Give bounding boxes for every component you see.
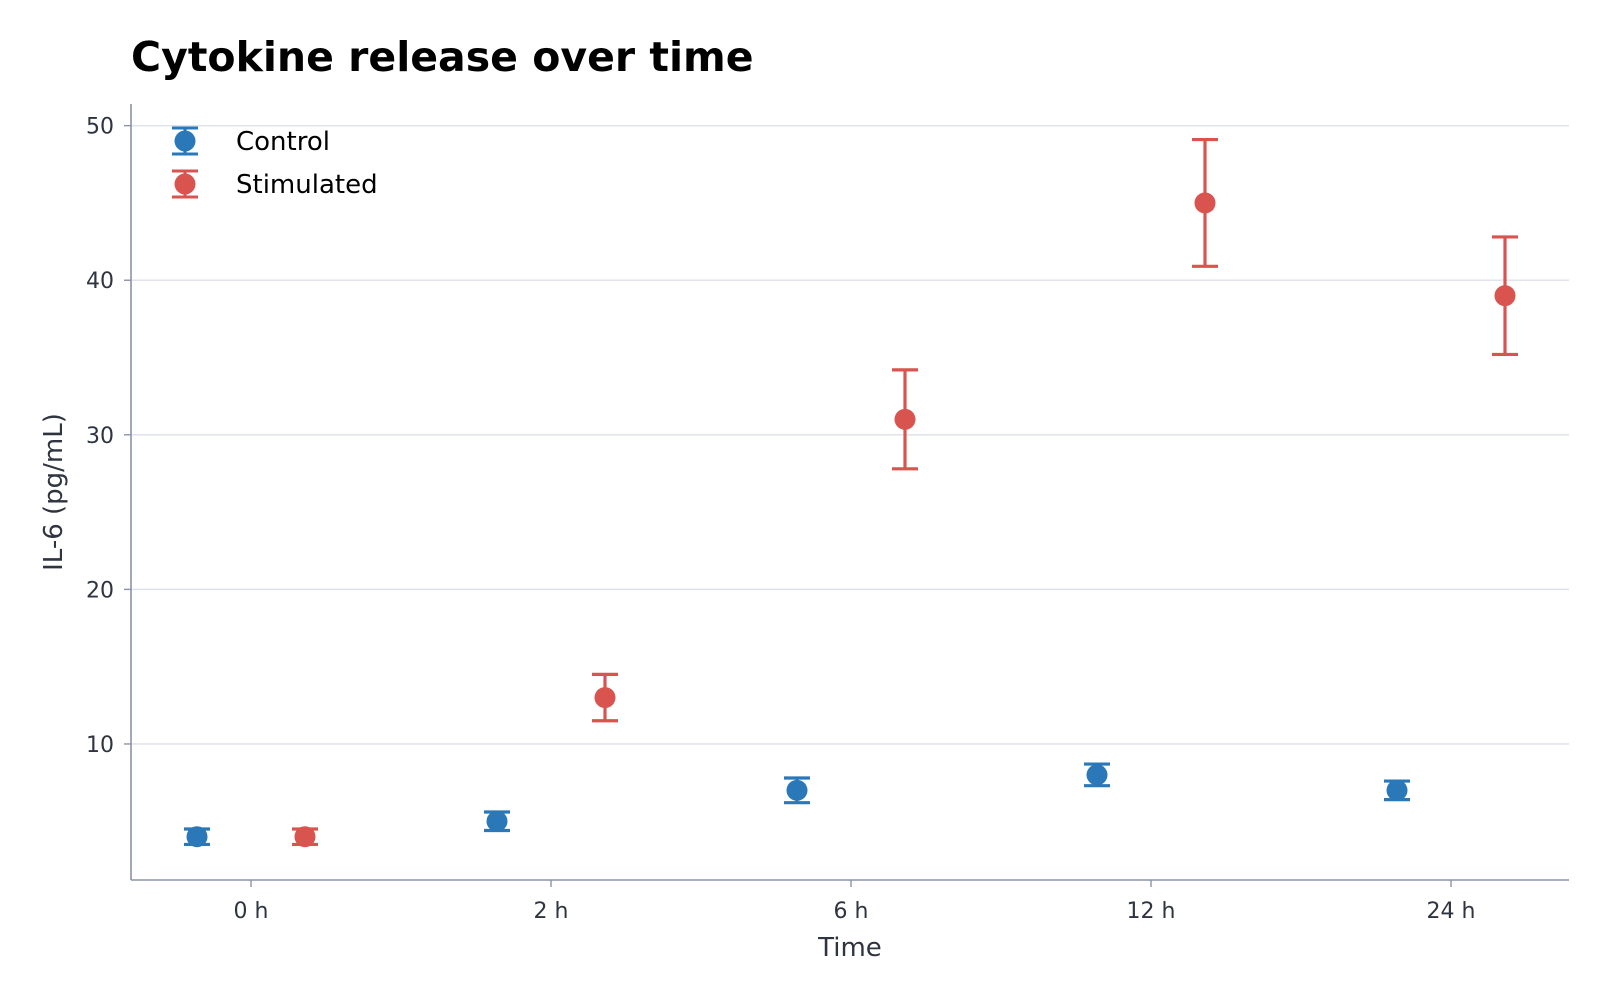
y-tick-label: 40 xyxy=(86,269,114,294)
x-tick-label: 24 h xyxy=(1427,899,1476,924)
data-point xyxy=(294,826,316,848)
data-point xyxy=(1386,779,1408,801)
legend-item-control: Control xyxy=(172,126,330,157)
y-tick-label: 50 xyxy=(86,115,114,140)
y-tick-label: 10 xyxy=(86,733,114,758)
legend: Control Stimulated xyxy=(172,126,378,200)
y-tick-label: 30 xyxy=(86,424,114,449)
y-ticks: 10 20 30 40 50 xyxy=(86,115,131,758)
axes xyxy=(130,104,1569,881)
data-point xyxy=(894,408,916,430)
legend-label: Control xyxy=(236,127,330,157)
chart-title: Cytokine release over time xyxy=(131,33,754,81)
data-point xyxy=(1086,764,1108,786)
x-tick-label: 0 h xyxy=(234,899,269,924)
legend-marker xyxy=(174,130,196,152)
y-tick-label: 20 xyxy=(86,578,114,603)
grid-lines xyxy=(131,124,1569,745)
legend-item-stimulated: Stimulated xyxy=(172,169,378,200)
data-point xyxy=(786,779,808,801)
data-point xyxy=(186,826,208,848)
x-ticks: 0 h 2 h 6 h 12 h 24 h xyxy=(234,880,1476,924)
data-point xyxy=(1494,285,1516,307)
legend-marker xyxy=(174,173,196,195)
x-tick-label: 12 h xyxy=(1127,899,1176,924)
data-point xyxy=(486,810,508,832)
data-point xyxy=(594,687,616,709)
y-axis-label: IL-6 (pg/mL) xyxy=(39,413,69,571)
data-point xyxy=(1194,192,1216,214)
x-tick-label: 6 h xyxy=(834,899,869,924)
x-tick-label: 2 h xyxy=(534,899,569,924)
series-control xyxy=(184,762,1410,848)
legend-label: Stimulated xyxy=(236,170,378,200)
series-plot-area xyxy=(184,137,1518,848)
x-axis-label: Time xyxy=(817,933,882,963)
series-stimulated xyxy=(292,137,1518,848)
